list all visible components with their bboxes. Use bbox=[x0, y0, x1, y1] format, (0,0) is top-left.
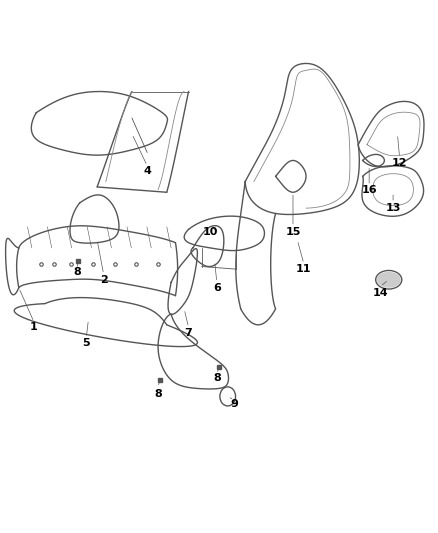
Text: 12: 12 bbox=[392, 158, 407, 168]
Text: 2: 2 bbox=[100, 274, 108, 285]
Text: 8: 8 bbox=[74, 267, 81, 277]
Text: 9: 9 bbox=[230, 399, 238, 409]
Text: 10: 10 bbox=[203, 227, 218, 237]
Text: 14: 14 bbox=[372, 288, 388, 298]
Text: 7: 7 bbox=[185, 328, 192, 338]
Text: 4: 4 bbox=[143, 166, 151, 176]
Text: 1: 1 bbox=[30, 322, 38, 333]
Text: 15: 15 bbox=[285, 227, 300, 237]
Text: 8: 8 bbox=[213, 373, 221, 383]
Text: 11: 11 bbox=[296, 264, 311, 274]
Text: 6: 6 bbox=[213, 282, 221, 293]
Text: 16: 16 bbox=[361, 184, 377, 195]
Text: 5: 5 bbox=[82, 338, 90, 349]
Text: 8: 8 bbox=[154, 389, 162, 399]
Ellipse shape bbox=[377, 272, 401, 288]
Text: 13: 13 bbox=[385, 203, 401, 213]
